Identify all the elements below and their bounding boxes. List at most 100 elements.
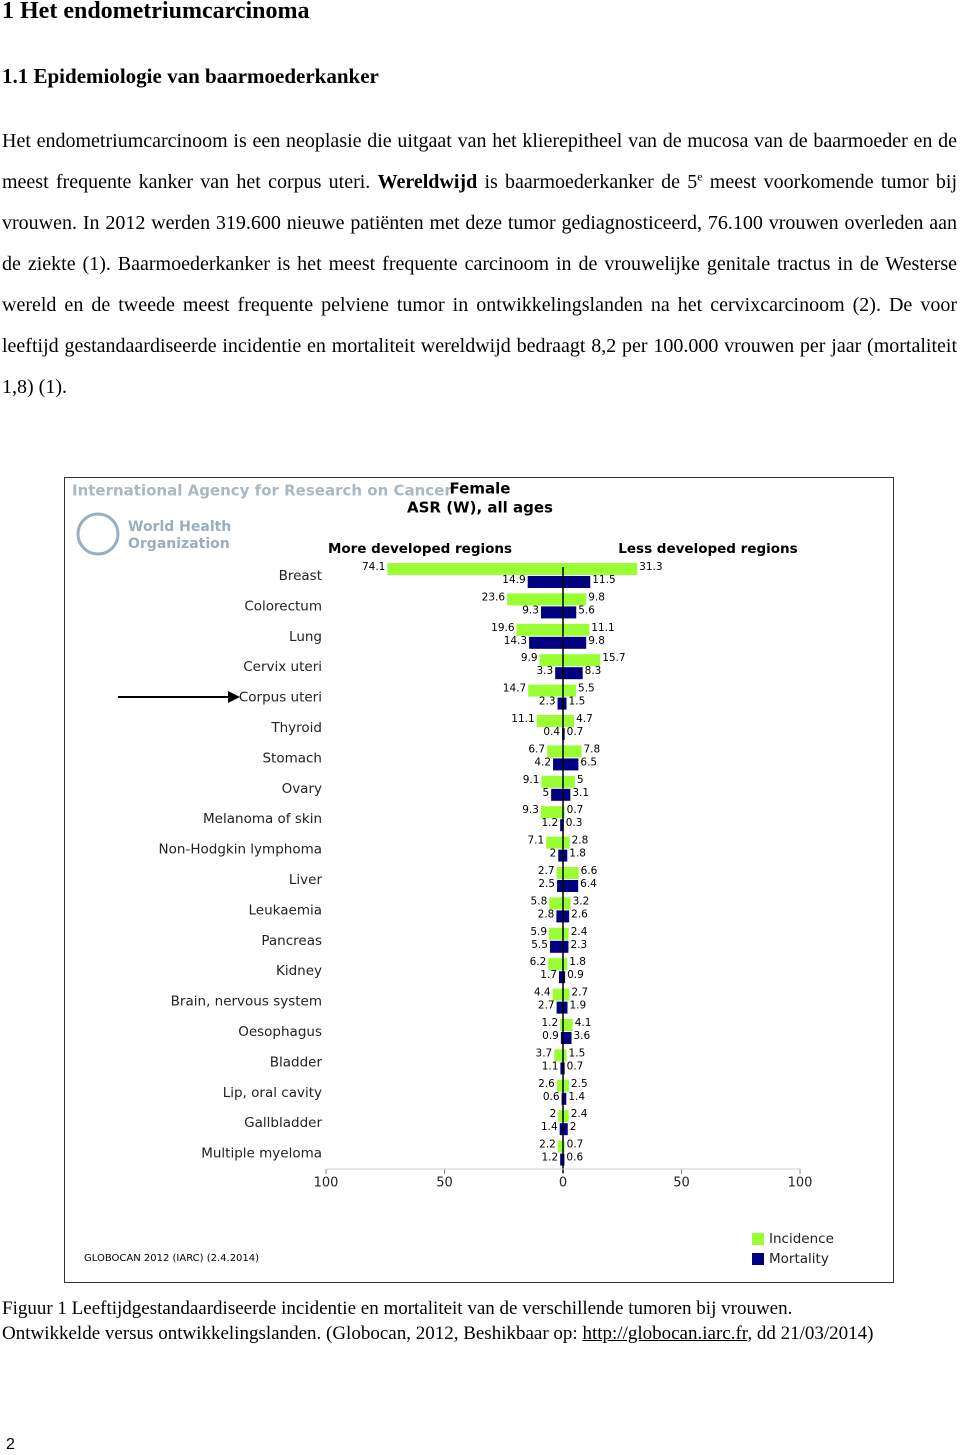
value-label: 2.3 — [570, 939, 587, 951]
value-label: 5.9 — [530, 926, 547, 938]
category-label: Stomach — [262, 750, 322, 766]
category-label: Ovary — [282, 781, 322, 797]
value-label: 2 — [570, 1121, 577, 1133]
logo-text: Organization — [128, 536, 230, 552]
bar — [560, 1019, 563, 1031]
value-label: 1.4 — [541, 1121, 558, 1133]
text: meest voorkomende tumor bij vrouwen. In … — [2, 171, 958, 398]
category-label: Gallbladder — [244, 1115, 322, 1131]
category-label: Melanoma of skin — [203, 811, 322, 827]
bar — [563, 1032, 572, 1044]
caption-text: , dd 21/03/2014) — [747, 1323, 874, 1344]
value-label: 1.2 — [541, 1152, 558, 1164]
bar — [563, 958, 568, 971]
value-label: 3.7 — [536, 1047, 553, 1059]
value-label: 6.6 — [581, 865, 598, 877]
bar — [563, 1019, 573, 1031]
bar — [387, 563, 563, 575]
value-label: 0.7 — [567, 1139, 584, 1151]
paragraph: Het endometriumcarcinoom is een neoplasi… — [2, 121, 957, 408]
superscript: e — [697, 169, 703, 184]
category-label: Pancreas — [261, 933, 322, 949]
value-label: 6.4 — [580, 878, 597, 890]
value-label: 3.2 — [573, 895, 590, 907]
value-label: 15.7 — [602, 652, 625, 664]
value-label: 9.1 — [523, 774, 540, 786]
value-label: 2 — [550, 1108, 557, 1120]
text: is baarmoederkanker de 5 — [484, 171, 698, 193]
value-label: 0.9 — [542, 1030, 559, 1042]
bar — [536, 715, 563, 727]
value-label: 2.8 — [572, 835, 589, 847]
bar — [563, 788, 571, 801]
value-label: 1.7 — [540, 969, 557, 981]
bar — [557, 697, 563, 710]
value-label: 1.9 — [570, 1000, 587, 1012]
value-label: 0.9 — [567, 969, 584, 981]
category-label: Kidney — [276, 963, 322, 979]
bold-text: Wereldwijd — [377, 171, 478, 193]
bar — [556, 910, 563, 923]
value-label: 6.2 — [530, 956, 547, 968]
bar — [563, 715, 575, 727]
value-label: 6.7 — [528, 743, 545, 755]
bar — [556, 867, 563, 879]
category-label: Brain, nervous system — [171, 994, 322, 1010]
value-label: 2.7 — [538, 865, 555, 877]
page-number: 2 — [6, 1436, 15, 1453]
legend-swatch — [752, 1233, 764, 1245]
category-label: Cervix uteri — [243, 659, 322, 675]
bar — [560, 819, 563, 832]
value-label: 9.8 — [588, 635, 605, 647]
bar — [553, 758, 563, 771]
arrow-head — [228, 691, 240, 703]
value-label: 2.6 — [571, 908, 588, 920]
subheading: 1.1 Epidemiologie van baarmoederkanker — [2, 64, 379, 88]
bar — [529, 636, 563, 649]
category-label: Non-Hodgkin lymphoma — [159, 842, 322, 858]
bar — [563, 988, 570, 1001]
category-label: Breast — [279, 568, 322, 584]
value-label: 7.1 — [527, 835, 544, 847]
bar — [563, 636, 587, 649]
value-label: 5.5 — [531, 939, 548, 951]
x-tick-label: 100 — [314, 1176, 339, 1191]
link[interactable]: http://globocan.iarc.fr — [582, 1323, 748, 1344]
bar — [563, 775, 575, 788]
value-label: 1.1 — [542, 1060, 559, 1072]
chart-title: Female — [450, 480, 511, 498]
category-label: Oesophagus — [238, 1024, 322, 1040]
category-label: Lung — [289, 629, 322, 645]
value-label: 2.8 — [538, 908, 555, 920]
bar — [547, 745, 563, 758]
bar — [563, 1140, 565, 1153]
bar — [563, 940, 569, 953]
bar — [563, 1049, 567, 1062]
bar — [563, 745, 582, 758]
value-label: 1.2 — [541, 817, 558, 829]
value-label: 1.8 — [569, 848, 586, 860]
value-label: 5.5 — [578, 683, 595, 695]
bar — [549, 927, 563, 940]
bar — [563, 606, 577, 619]
value-label: 14.9 — [502, 574, 525, 586]
bar — [559, 1123, 563, 1136]
bar — [563, 849, 568, 862]
bar — [560, 1153, 563, 1166]
bar — [540, 806, 563, 819]
bar — [563, 623, 590, 636]
bar — [563, 697, 567, 710]
value-label: 3.1 — [572, 787, 589, 799]
value-label: 0.7 — [567, 804, 584, 816]
value-label: 0.6 — [543, 1091, 560, 1103]
value-label: 4.7 — [576, 713, 593, 725]
bar — [558, 971, 563, 984]
value-label: 2.3 — [539, 696, 556, 708]
bar — [563, 667, 583, 680]
legend-label: Incidence — [769, 1231, 834, 1247]
value-label: 8.3 — [585, 665, 602, 677]
value-label: 1.5 — [569, 1047, 586, 1059]
value-label: 2.5 — [571, 1078, 588, 1090]
source-header: International Agency for Research on Can… — [72, 482, 452, 500]
value-label: 4.2 — [534, 756, 551, 768]
